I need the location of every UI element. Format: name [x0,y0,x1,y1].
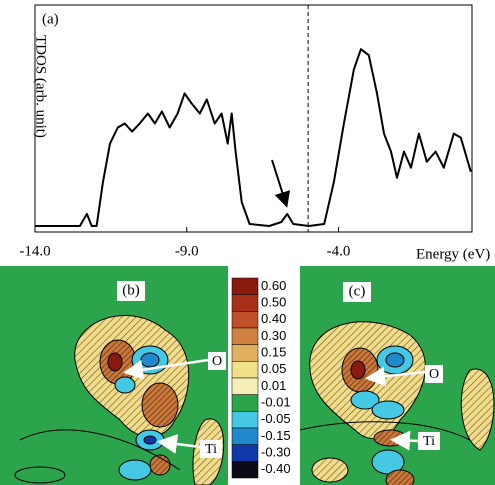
colorbar-swatch [231,427,259,445]
label-box [117,281,145,301]
colorbar-label: -0.40 [261,461,291,476]
tdos-plot: (a) TDOS (arb. unit) Energy (eV) -14.0 -9… [19,4,490,262]
x-tick-label: -4.0 [327,243,351,259]
colorbar-swatch [231,411,259,429]
plot-frame [34,4,473,233]
contours-b [14,315,225,485]
colorbar-swatch [231,327,259,345]
colorbar-label: 0.50 [261,294,286,309]
colorbar-swatch [231,294,259,312]
colorbar-swatch [231,277,259,295]
label-box [343,282,371,302]
y-axis-label: TDOS (arb. unit) [33,35,49,138]
colorbar-swatch [231,394,259,412]
atom-label: Ti [205,442,217,457]
colorbar-label: -0.15 [261,428,291,443]
label-box [208,352,226,370]
tdos-line [35,48,472,227]
x-axis-label: Energy (eV) [416,246,490,262]
colorbar-label: 0.05 [261,361,286,376]
colorbar-label: -0.05 [261,411,291,426]
arrow [390,430,419,451]
x-tick-label: -14.0 [19,243,50,259]
atom-label: Ti [423,434,435,449]
label-box [425,365,443,383]
arrow [271,159,290,208]
colorbar-label: 0.60 [261,278,286,293]
label-box [418,432,440,450]
colorbar-swatch [231,461,259,479]
colorbar-label: 0.30 [261,328,286,343]
x-tick-label: -9.0 [175,243,199,259]
arrow [157,434,201,454]
colorbar-label: -0.01 [261,394,291,409]
atom-label: O [429,367,439,382]
colorbar-swatch [231,377,259,395]
panel-label: (b) [122,282,140,298]
colorbar-swatch [231,444,259,462]
panel-label: (c) [349,283,366,299]
label-box [200,440,222,458]
contour-maps: (b) (c) O Ti O Ti 0.600.500.400.300.150.… [0,266,495,485]
colorbar-swatch [231,361,259,379]
colorbar-label: 0.15 [261,344,286,359]
panel-label: (a) [42,11,59,27]
arrow [123,358,209,380]
colorbar-label: -0.30 [261,444,291,459]
colorbar: 0.600.50 0.40 0.300.15 0.05 0.01-0.01 -0.05 -0… [228,266,300,485]
colorbar-swatch [231,344,259,362]
atom-label: O [212,354,222,369]
colorbar-label: 0.40 [261,311,286,326]
colorbar-swatch [231,311,259,329]
colorbar-label: 0.01 [261,378,286,393]
arrow [365,366,426,387]
